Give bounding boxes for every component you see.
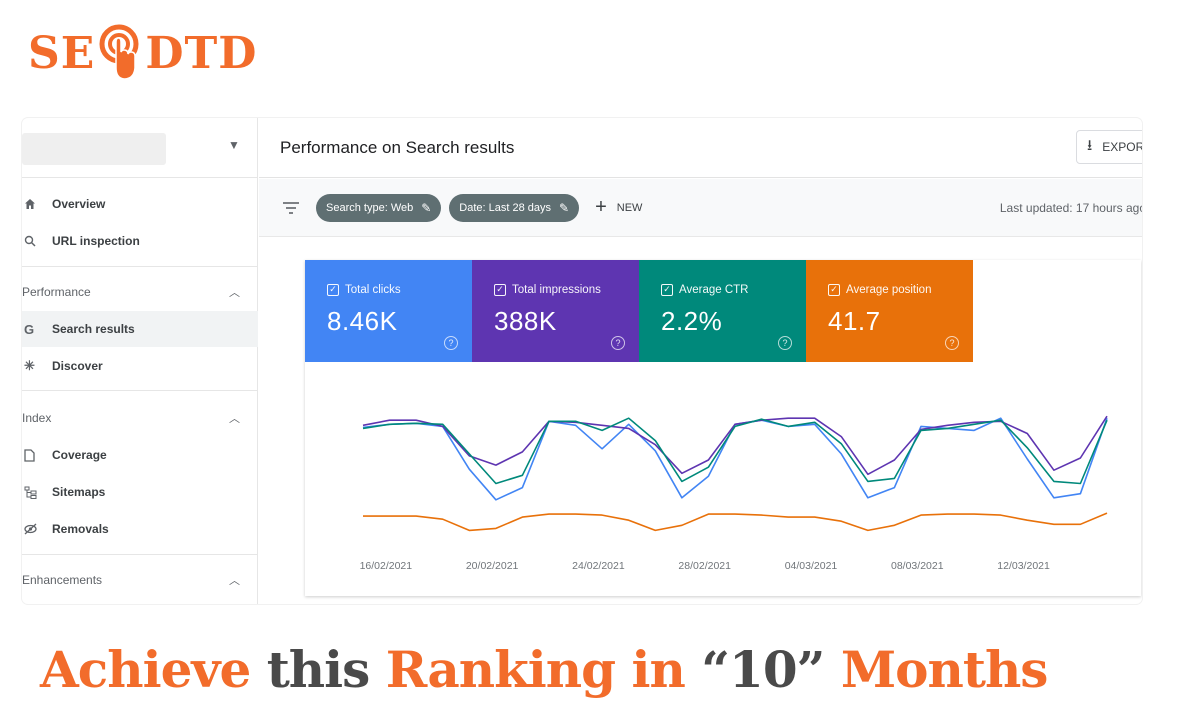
page-header: Performance on Search results ⭳ EXPORT <box>259 118 1142 178</box>
sidebar-item-coverage[interactable]: Coverage <box>22 437 258 473</box>
metric-value: 2.2% <box>661 306 723 336</box>
sidebar-item-label: Discover <box>52 359 103 373</box>
plus-icon: + <box>595 196 607 218</box>
asterisk-icon: ✳ <box>24 358 35 373</box>
metric-label: Total impressions <box>512 284 601 296</box>
chip-label: Date: Last 28 days <box>459 201 552 214</box>
x-tick-label: 16/02/2021 <box>359 560 413 572</box>
search-icon <box>22 235 52 247</box>
chevron-up-icon: ︿ <box>229 413 240 425</box>
google-g-icon: G <box>24 321 35 337</box>
headline-number: “10” <box>701 640 825 699</box>
sidebar-item-label: Search results <box>52 322 135 336</box>
metric-total-clicks[interactable]: ✓ Total clicks 8.46K ? <box>305 260 472 362</box>
checkbox-icon[interactable]: ✓ <box>494 284 506 296</box>
metric-total-impressions[interactable]: ✓ Total impressions 388K ? <box>472 260 639 362</box>
x-tick-label: 24/02/2021 <box>572 560 625 572</box>
sidebar-item-overview[interactable]: Overview <box>22 186 258 222</box>
export-button[interactable]: ⭳ EXPORT <box>1076 130 1142 164</box>
headline-word-achieve: Achieve <box>40 640 251 699</box>
export-label: EXPORT <box>1102 140 1142 154</box>
sidebar-item-url-inspection[interactable]: URL inspection <box>22 223 258 259</box>
metric-cards: ✓ Total clicks 8.46K ? ✓ Total impressions… <box>305 260 973 362</box>
metric-average-ctr[interactable]: ✓ Average CTR 2.2% ? <box>639 260 806 362</box>
pointer-hand-icon <box>97 24 143 82</box>
sidebar-item-label: URL inspection <box>52 234 140 248</box>
headline-word-months: Months <box>840 640 1049 699</box>
section-label: Enhancements <box>22 573 103 587</box>
pencil-icon: ✎ <box>421 200 432 215</box>
headline-word-this: this <box>266 640 371 699</box>
series-line-average-position[interactable] <box>363 512 1108 532</box>
sidebar-section-index[interactable]: Index ︿ <box>22 406 258 430</box>
eye-off-icon <box>22 523 52 535</box>
checkbox-icon[interactable]: ✓ <box>828 284 840 296</box>
filter-icon[interactable] <box>281 201 301 215</box>
headline: Achieve this Ranking in “10” Months <box>40 640 1190 712</box>
file-icon <box>22 448 52 462</box>
x-tick-label: 08/03/2021 <box>891 560 944 572</box>
new-filter-button[interactable]: + NEW <box>595 196 642 219</box>
checkbox-icon[interactable]: ✓ <box>327 284 339 296</box>
divider <box>22 554 258 555</box>
x-tick-label: 12/03/2021 <box>997 560 1050 572</box>
metric-value: 41.7 <box>828 306 881 336</box>
sidebar-item-label: Overview <box>52 197 106 211</box>
metric-average-position[interactable]: ✓ Average position 41.7 ? <box>806 260 973 362</box>
filter-bar: Search type: Web ✎ Date: Last 28 days ✎ … <box>259 179 1142 237</box>
section-label: Index <box>22 411 52 425</box>
x-tick-label: 04/03/2021 <box>784 560 838 572</box>
date-chip[interactable]: Date: Last 28 days ✎ <box>449 193 580 222</box>
sidebar-item-label: Sitemaps <box>52 485 106 499</box>
help-icon[interactable]: ? <box>611 336 625 350</box>
pencil-icon: ✎ <box>559 200 570 215</box>
sidebar-item-label: Coverage <box>52 448 107 462</box>
headline-word-ranking: Ranking in <box>385 640 686 699</box>
metric-label: Average position <box>846 284 932 296</box>
performance-line-chart[interactable] <box>305 362 1141 596</box>
sidebar-item-search-results[interactable]: G Search results <box>22 311 258 347</box>
property-selector[interactable] <box>22 133 166 165</box>
brand-logo: SE DTD <box>28 22 257 84</box>
sidebar-section-performance[interactable]: Performance ︿ <box>22 280 258 304</box>
section-label: Performance <box>22 285 91 299</box>
divider <box>22 390 258 391</box>
help-icon[interactable]: ? <box>444 336 458 350</box>
checkbox-icon[interactable]: ✓ <box>661 284 673 296</box>
sidebar: ▼ Overview URL inspection Performance ︿ … <box>22 118 258 604</box>
download-icon: ⭳ <box>1087 136 1093 154</box>
series-line-average-ctr[interactable] <box>362 417 1108 485</box>
brand-name-right: DTD <box>145 27 258 79</box>
search-type-chip[interactable]: Search type: Web ✎ <box>316 193 442 222</box>
home-icon <box>22 198 52 210</box>
sidebar-item-sitemaps[interactable]: Sitemaps <box>22 474 258 510</box>
sidebar-item-removals[interactable]: Removals <box>22 511 258 547</box>
metric-value: 8.46K <box>327 306 398 336</box>
main-content: Performance on Search results ⭳ EXPORT S… <box>259 118 1142 604</box>
help-icon[interactable]: ? <box>945 336 959 350</box>
sidebar-item-discover[interactable]: ✳ Discover <box>22 348 258 384</box>
metric-label: Average CTR <box>679 284 749 296</box>
chevron-up-icon: ︿ <box>229 575 240 587</box>
new-label: NEW <box>616 201 643 214</box>
last-updated: Last updated: 17 hours ago <box>999 200 1142 215</box>
caret-down-icon[interactable]: ▼ <box>228 138 240 152</box>
help-icon[interactable]: ? <box>778 336 792 350</box>
x-tick-label: 20/02/2021 <box>465 560 519 572</box>
sidebar-section-enhancements[interactable]: Enhancements ︿ <box>22 568 258 592</box>
performance-panel: ✓ Total clicks 8.46K ? ✓ Total impressions… <box>305 260 1141 596</box>
divider <box>22 266 258 267</box>
search-console-screenshot: ▼ Overview URL inspection Performance ︿ … <box>22 118 1142 604</box>
chip-label: Search type: Web <box>326 201 414 214</box>
series-line-total-impressions[interactable] <box>362 415 1108 476</box>
brand-name-left: SE <box>28 27 96 79</box>
metric-value: 388K <box>494 306 557 336</box>
x-tick-label: 28/02/2021 <box>678 560 731 572</box>
chevron-up-icon: ︿ <box>229 287 240 299</box>
page-title: Performance on Search results <box>280 137 515 157</box>
metric-label: Total clicks <box>345 284 401 296</box>
sitemap-icon <box>22 486 52 499</box>
divider <box>22 177 258 178</box>
sidebar-item-label: Removals <box>52 522 109 536</box>
